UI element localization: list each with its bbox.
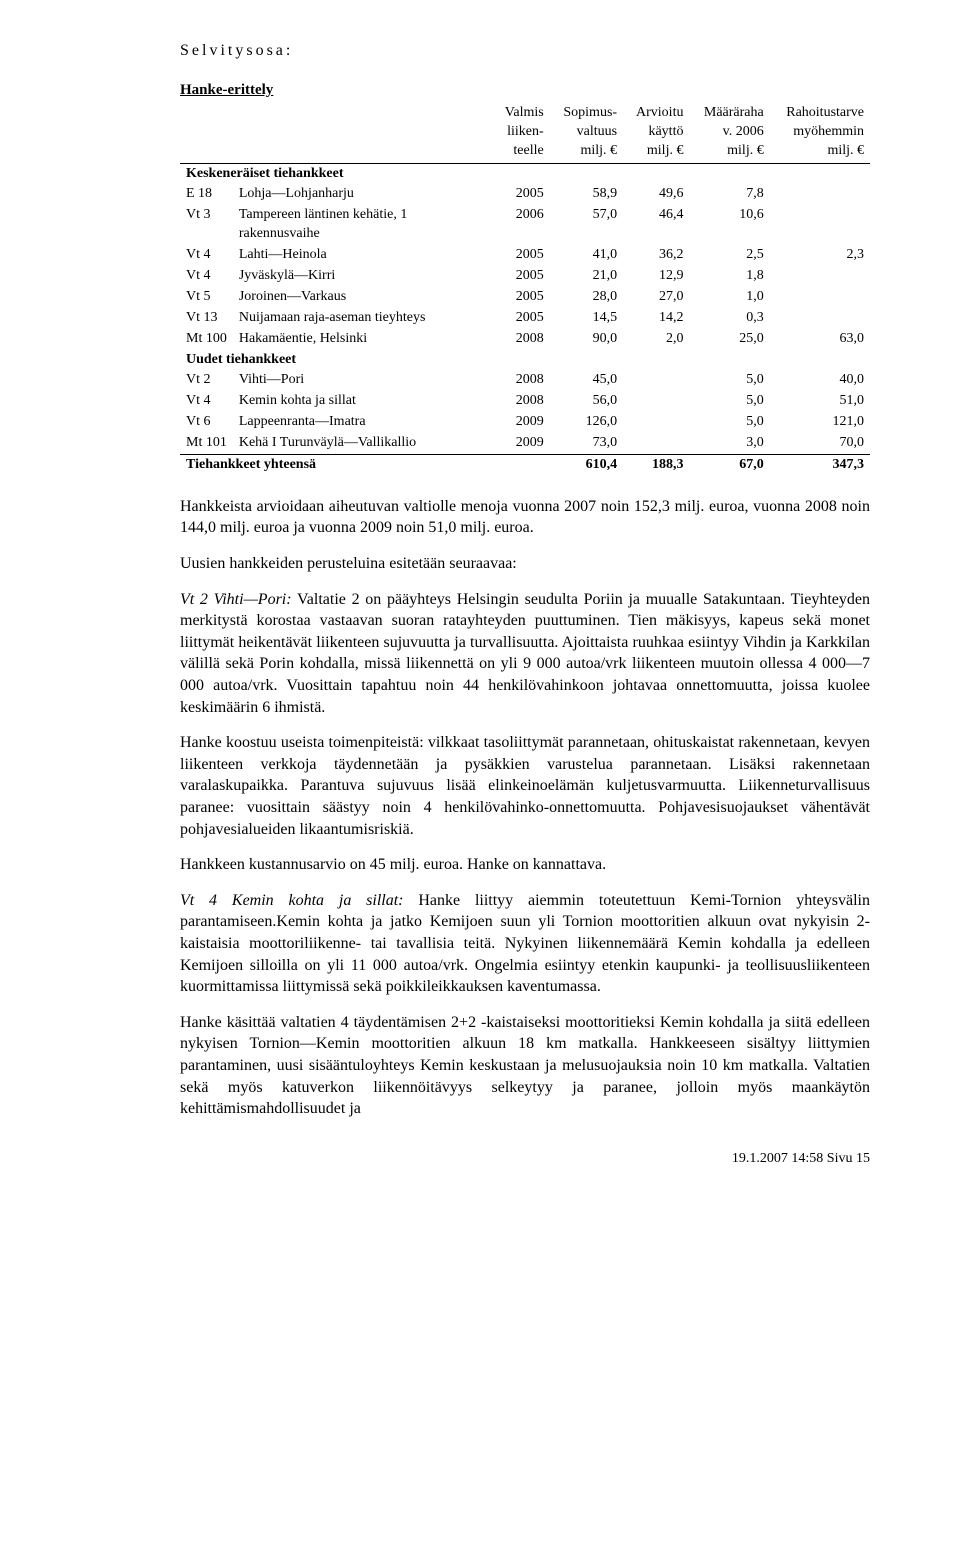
section-label: Selvitysosa: xyxy=(180,40,870,62)
paragraph: Hanke koostuu useista toimenpiteistä: vi… xyxy=(180,732,870,840)
col-year: Valmis liiken- teelle xyxy=(493,102,550,163)
col-kaytto: Arvioitu käyttö milj. € xyxy=(623,102,689,163)
table-row: Vt 6Lappeenranta—Imatra2009126,05,0121,0 xyxy=(180,412,870,433)
col-code xyxy=(180,102,233,163)
body-text: Hankkeista arvioidaan aiheutuvan valtiol… xyxy=(180,496,870,1120)
table-totals-row: Tiehankkeet yhteensä610,4188,367,0347,3 xyxy=(180,454,870,475)
table-body: Keskeneräiset tiehankkeetE 18Lohja—Lohja… xyxy=(180,163,870,476)
table-row: Vt 2Vihti—Pori200845,05,040,0 xyxy=(180,370,870,391)
paragraph: Uusien hankkeiden perusteluina esitetään… xyxy=(180,553,870,575)
table-row: Vt 3Tampereen läntinen kehätie, 1 rakenn… xyxy=(180,205,870,245)
paragraph: Hankkeen kustannusarvio on 45 milj. euro… xyxy=(180,854,870,876)
col-valtuus: Sopimus- valtuus milj. € xyxy=(550,102,623,163)
table-header-row: Valmis liiken- teelle Sopimus- valtuus m… xyxy=(180,102,870,163)
table-title: Hanke-erittely xyxy=(180,80,870,100)
paragraph: Hankkeista arvioidaan aiheutuvan valtiol… xyxy=(180,496,870,539)
page-footer: 19.1.2007 14:58 Sivu 15 xyxy=(180,1150,870,1169)
table-group-row: Uudet tiehankkeet xyxy=(180,350,870,371)
table-row: Vt 5Joroinen—Varkaus200528,027,01,0 xyxy=(180,287,870,308)
table-row: Mt 100Hakamäentie, Helsinki200890,02,025… xyxy=(180,329,870,350)
col-maararaha: Määräraha v. 2006 milj. € xyxy=(689,102,769,163)
paragraph: Vt 2 Vihti—Pori: Valtatie 2 on pääyhteys… xyxy=(180,589,870,719)
table-row: Mt 101Kehä I Turunväylä—Vallikallio20097… xyxy=(180,433,870,454)
table-row: Vt 4Lahti—Heinola200541,036,22,52,3 xyxy=(180,245,870,266)
col-rahoitus: Rahoitustarve myöhemmin milj. € xyxy=(770,102,870,163)
table-row: Vt 4Kemin kohta ja sillat200856,05,051,0 xyxy=(180,391,870,412)
project-table: Valmis liiken- teelle Sopimus- valtuus m… xyxy=(180,102,870,476)
table-row: Vt 13Nuijamaan raja-aseman tieyhteys2005… xyxy=(180,308,870,329)
table-group-row: Keskeneräiset tiehankkeet xyxy=(180,163,870,184)
table-row: E 18Lohja—Lohjanharju200558,949,67,8 xyxy=(180,184,870,205)
table-row: Vt 4Jyväskylä—Kirri200521,012,91,8 xyxy=(180,266,870,287)
paragraph: Hanke käsittää valtatien 4 täydentämisen… xyxy=(180,1012,870,1120)
paragraph: Vt 4 Kemin kohta ja sillat: Hanke liitty… xyxy=(180,890,870,998)
col-desc xyxy=(233,102,493,163)
